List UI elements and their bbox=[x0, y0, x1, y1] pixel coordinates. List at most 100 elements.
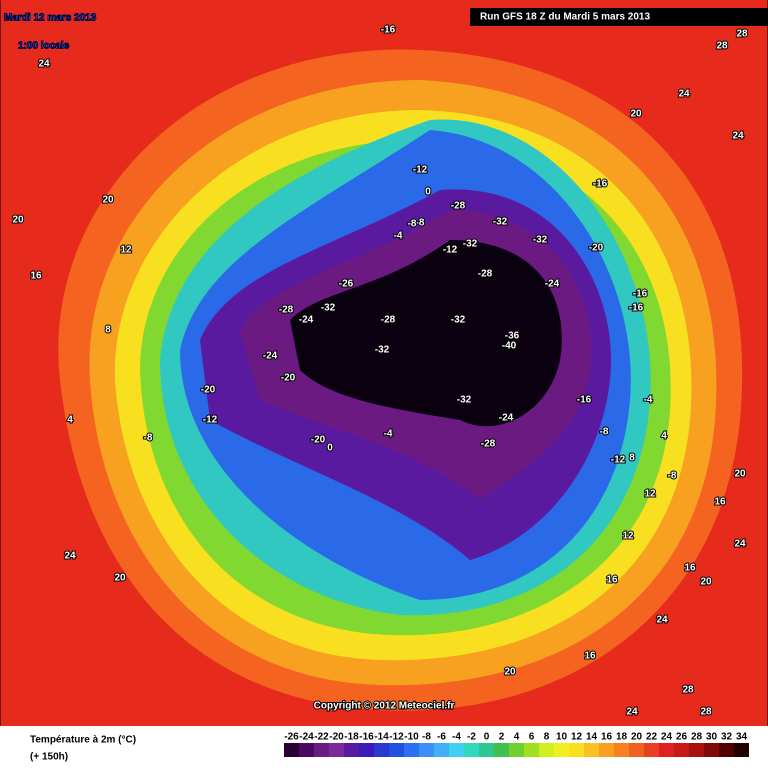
colorbar-tick-label: -10 bbox=[404, 732, 419, 743]
contour-label: 4 bbox=[67, 415, 73, 426]
color-swatch bbox=[434, 743, 449, 757]
contour-label: -20 bbox=[589, 243, 604, 254]
contour-label: 16 bbox=[714, 497, 726, 508]
colorbar-tick-label: -20 bbox=[329, 732, 344, 743]
color-swatch bbox=[329, 743, 344, 757]
time: 1:00 locale bbox=[18, 41, 70, 52]
colorbar-tick-label: -16 bbox=[359, 732, 374, 743]
contour-label: -4 bbox=[394, 231, 403, 242]
contour-label: 16 bbox=[684, 563, 696, 574]
contour-label: -12 bbox=[443, 245, 458, 256]
contour-label: -28 bbox=[478, 269, 493, 280]
color-swatch bbox=[494, 743, 509, 757]
color-swatch bbox=[449, 743, 464, 757]
contour-label: 20 bbox=[734, 469, 746, 480]
colorbar-tick-label: 18 bbox=[616, 732, 628, 743]
colorbar-tick-label: 30 bbox=[706, 732, 718, 743]
contour-label: -8 bbox=[408, 219, 417, 230]
colorbar-tick-label: -4 bbox=[452, 732, 461, 743]
map bbox=[0, 0, 768, 726]
color-swatch bbox=[509, 743, 524, 757]
contour-label: -26 bbox=[339, 279, 354, 290]
color-swatch bbox=[644, 743, 659, 757]
color-swatch bbox=[704, 743, 719, 757]
colorbar-tick-label: 12 bbox=[571, 732, 583, 743]
contour-label: 4 bbox=[661, 431, 667, 442]
colorbar-tick-label: 4 bbox=[514, 732, 520, 743]
contour-label: -28 bbox=[451, 201, 466, 212]
contour-label: -8 bbox=[416, 218, 425, 229]
contour-label: -24 bbox=[263, 351, 278, 362]
contour-label: -36 bbox=[505, 331, 520, 342]
colorbar-tick-label: 26 bbox=[676, 732, 688, 743]
contour-label: -12 bbox=[203, 415, 218, 426]
colorbar-tick-label: 24 bbox=[661, 732, 673, 743]
color-swatch bbox=[374, 743, 389, 757]
contour-label: 24 bbox=[678, 89, 690, 100]
color-swatch bbox=[299, 743, 314, 757]
contour-label: 0 bbox=[327, 443, 333, 454]
color-swatch bbox=[569, 743, 584, 757]
color-swatch bbox=[404, 743, 419, 757]
color-swatch bbox=[554, 743, 569, 757]
color-swatch bbox=[314, 743, 329, 757]
color-swatch bbox=[344, 743, 359, 757]
color-swatch bbox=[524, 743, 539, 757]
copyright: Copyright © 2012 Meteociel.fr bbox=[314, 701, 455, 712]
contour-label: 12 bbox=[644, 489, 656, 500]
contour-label: 20 bbox=[630, 109, 642, 120]
color-swatch bbox=[629, 743, 644, 757]
contour-label: 20 bbox=[504, 667, 516, 678]
color-swatch bbox=[389, 743, 404, 757]
contour-label: -16 bbox=[381, 25, 396, 36]
colorbar-tick-label: -12 bbox=[389, 732, 404, 743]
contour-label: -40 bbox=[502, 341, 517, 352]
colorbar-tick-label: 16 bbox=[601, 732, 613, 743]
contour-label: -28 bbox=[381, 315, 396, 326]
contour-label: 16 bbox=[584, 651, 596, 662]
contour-label: -20 bbox=[201, 385, 216, 396]
colorbar-tick-label: -14 bbox=[374, 732, 389, 743]
color-swatch bbox=[734, 743, 749, 757]
contour-label: 0 bbox=[425, 187, 431, 198]
colorbar-tick-label: -26 bbox=[284, 732, 299, 743]
contour-label: 28 bbox=[716, 41, 728, 52]
colorbar-tick-label: -6 bbox=[437, 732, 446, 743]
contour-label: -4 bbox=[384, 429, 393, 440]
colorbar-tick-label: 0 bbox=[484, 732, 490, 743]
contour-label: -4 bbox=[644, 395, 653, 406]
contour-label: 28 bbox=[736, 29, 748, 40]
contour-label: -8 bbox=[144, 433, 153, 444]
contour-label: 24 bbox=[38, 59, 50, 70]
colorbar: -26 -24 -22 -20 -18 -16 -14 -12 -10 -8 -6 -4 -2 0 2 4 6 8… bbox=[284, 732, 749, 757]
contour-label: 20 bbox=[12, 215, 24, 226]
colorbar-tick-label: 2 bbox=[499, 732, 505, 743]
legend-subtitle: (+ 150h) bbox=[30, 752, 68, 763]
contour-label: -16 bbox=[633, 289, 648, 300]
contour-label: 16 bbox=[606, 575, 618, 586]
color-swatch bbox=[464, 743, 479, 757]
contour-label: -32 bbox=[375, 345, 390, 356]
colorbar-tick-label: 6 bbox=[529, 732, 535, 743]
color-swatch bbox=[284, 743, 299, 757]
color-swatch bbox=[599, 743, 614, 757]
contour-label: -24 bbox=[299, 315, 314, 326]
colorbar-tick-label: -18 bbox=[344, 732, 359, 743]
legend-title: Température à 2m (°C) bbox=[30, 735, 136, 746]
colorbar-tick-label: 20 bbox=[631, 732, 643, 743]
contour-label: 20 bbox=[700, 577, 712, 588]
colorbar-tick-label: 10 bbox=[556, 732, 568, 743]
contour-label: 24 bbox=[626, 707, 638, 718]
contour-label: -32 bbox=[451, 315, 466, 326]
colorbar-tick-label: -8 bbox=[422, 732, 431, 743]
colorbar-tick-label: -2 bbox=[467, 732, 476, 743]
color-swatch bbox=[614, 743, 629, 757]
contour-label: -12 bbox=[611, 455, 626, 466]
colorbar-tick-label: -24 bbox=[299, 732, 314, 743]
contour-label: -16 bbox=[577, 395, 592, 406]
color-swatch bbox=[419, 743, 434, 757]
colorbar-tick-label: 32 bbox=[721, 732, 733, 743]
contour-label: -28 bbox=[279, 305, 294, 316]
contour-label: -16 bbox=[593, 179, 608, 190]
